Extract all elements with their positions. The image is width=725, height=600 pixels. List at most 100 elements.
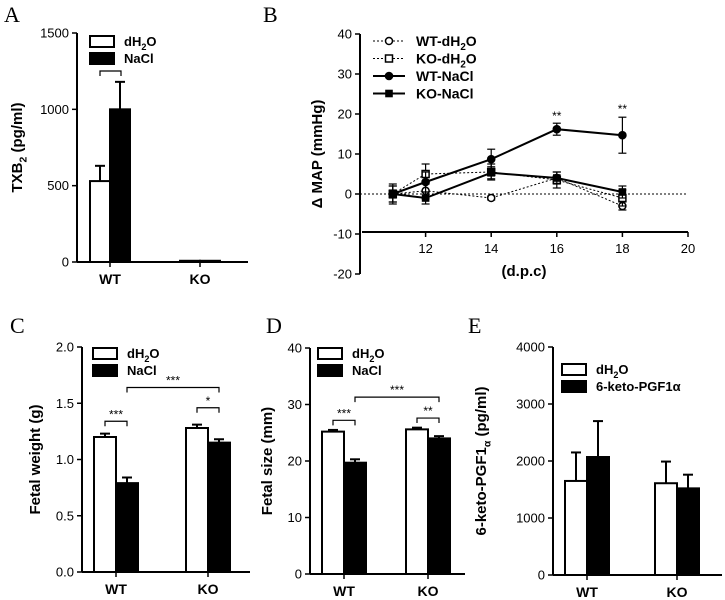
y-tick-label: 2.0	[56, 340, 74, 355]
panel-label-e: E	[468, 313, 481, 338]
y-tick-label: 3000	[516, 397, 545, 412]
legend-label-dh2o: dH2O	[124, 34, 157, 52]
point-wt-nacl	[552, 124, 562, 134]
legend-label-wt-dh2o: WT-dH2O	[416, 33, 477, 53]
significance-marker: ***	[166, 374, 180, 388]
x-tick-label: 20	[681, 241, 695, 256]
x-tick-label: 14	[484, 241, 498, 256]
significance-marker: ***	[390, 383, 404, 397]
bar-wt-nacl	[109, 108, 131, 264]
y-tick-label: 0.5	[56, 508, 74, 523]
y-tick-label: -10	[333, 227, 352, 242]
y-axis-label: Fetal weight (g)	[27, 405, 44, 515]
bar-ko-nacl	[427, 437, 451, 575]
significance-bracket	[416, 417, 440, 424]
x-tick-label: 16	[550, 241, 564, 256]
y-tick-label: 1000	[40, 102, 69, 117]
significance-marker: **	[618, 102, 628, 116]
legend-swatch-dh2o	[317, 347, 343, 360]
x-tick-label-wt: WT	[105, 581, 127, 597]
legend-label-nacl: NaCl	[352, 363, 382, 378]
point-ko-nacl	[487, 169, 495, 177]
x-tick-label-wt: WT	[576, 584, 598, 600]
bar-wt-nacl	[343, 461, 367, 576]
legend-marker-ko-dh2o	[384, 54, 394, 63]
point-wt-nacl	[421, 177, 430, 187]
significance-marker: ***	[337, 406, 351, 420]
x-tick-label-ko: KO	[198, 581, 219, 597]
y-tick-label: 2000	[516, 454, 545, 469]
legend-marker-wt-nacl	[384, 71, 394, 81]
series-line-wt-dh2o	[392, 177, 623, 207]
chart-b: -20 -10 0 10 20 30 40 12 14 16 18 20 (d.p.c) Δ MAP (m…	[309, 27, 695, 282]
bar-ko-dh2o	[179, 259, 201, 263]
significance-bracket	[126, 386, 220, 393]
legend-swatch-nacl	[89, 52, 115, 65]
x-tick-label-ko: KO	[667, 584, 688, 600]
y-tick-label: 30	[338, 67, 352, 82]
bar-ko-nacl	[207, 441, 231, 573]
legend-label-nacl: NaCl	[124, 51, 154, 66]
x-tick-label-ko: KO	[190, 271, 211, 287]
bar-wt-dh2o	[321, 430, 345, 575]
legend-label-ko-nacl: KO-NaCl	[416, 86, 474, 102]
legend-marker-ko-nacl	[385, 89, 393, 98]
legend-swatch-dh2o	[89, 35, 115, 48]
y-tick-label: 500	[47, 178, 69, 193]
point-ko-nacl	[618, 188, 627, 196]
y-tick-label: 20	[288, 454, 302, 469]
significance-marker: **	[552, 109, 562, 123]
x-tick-label: 12	[418, 241, 432, 256]
significance-bracket	[104, 420, 128, 427]
legend-swatch-nacl	[317, 364, 343, 377]
legend-label-dh2o: dH2O	[352, 346, 385, 364]
y-tick-label: 40	[288, 341, 302, 356]
bar-wt-dh2o	[93, 436, 117, 573]
bar-ko-dh2o	[405, 428, 429, 575]
point-wt-dh2o	[486, 193, 496, 203]
y-axis-label: 6-keto-PGF1α (pg/ml)	[473, 387, 494, 536]
y-tick-label: 40	[338, 27, 352, 42]
legend-marker-wt-dh2o	[384, 36, 394, 46]
panel-label-c: C	[10, 313, 25, 338]
legend-label-wt-nacl: WT-NaCl	[416, 68, 474, 84]
legend-label-6-keto-pgf1: 6-keto-PGF1α	[596, 379, 681, 394]
legend-swatch-nacl	[92, 364, 118, 377]
y-tick-label: 30	[288, 397, 302, 412]
y-axis-label: Δ MAP (mmHg)	[309, 100, 326, 209]
panel-label-d: D	[266, 313, 282, 338]
y-tick-label: 1.0	[56, 452, 74, 467]
y-tick-label: 0	[62, 255, 69, 270]
point-wt-nacl	[618, 130, 627, 140]
x-tick-label: 18	[615, 241, 629, 256]
legend-label-dh2o: dH2O	[596, 362, 629, 380]
y-tick-label: 1500	[40, 26, 69, 41]
bar-ko-dh2o	[185, 427, 209, 573]
point-ko-nacl	[389, 190, 397, 198]
legend-label-dh2o: dH2O	[127, 346, 160, 364]
significance-bracket	[99, 70, 122, 76]
y-tick-label: 1.5	[56, 396, 74, 411]
chart-c: 0.0 0.5 1.0 1.5 2.0 WT KO Fetal weight (g) dH2ON…	[27, 340, 250, 597]
panel-label-b: B	[263, 2, 278, 27]
significance-bracket	[354, 396, 440, 403]
x-tick-label-ko: KO	[418, 583, 439, 599]
legend-swatch-6-keto-pgf1	[561, 380, 587, 393]
bar-wt-dh2o	[564, 479, 588, 577]
legend-swatch-dh2o	[92, 347, 118, 360]
bar-wt-6-keto-pgf1	[586, 456, 610, 577]
x-tick-label-wt: WT	[99, 271, 121, 287]
legend-label-ko-dh2o: KO-dH2O	[416, 51, 477, 71]
y-tick-label: 10	[288, 510, 302, 525]
y-tick-label: -20	[333, 267, 352, 282]
bar-wt-nacl	[115, 482, 139, 573]
chart-e: 0 1000 2000 3000 4000 WT KO 6-keto-PGF1α (pg/ml…	[473, 340, 722, 600]
significance-bracket	[332, 419, 356, 426]
point-ko-nacl	[553, 174, 561, 182]
y-tick-label: 0	[538, 568, 545, 583]
y-tick-label: 10	[338, 147, 352, 162]
x-axis-label: (d.p.c)	[502, 263, 547, 280]
y-tick-label: 0.0	[56, 565, 74, 580]
